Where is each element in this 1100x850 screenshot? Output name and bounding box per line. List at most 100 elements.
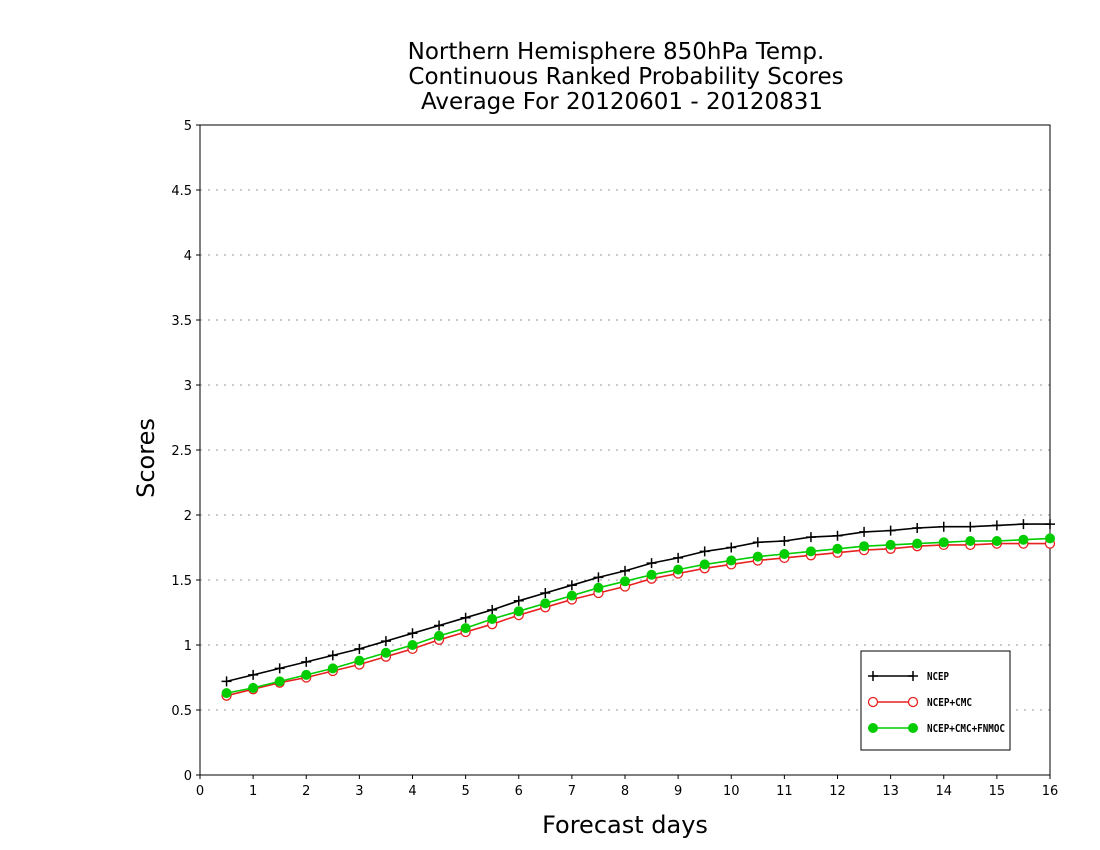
x-tick-label: 6 — [515, 784, 523, 799]
grid-lines — [200, 189, 1050, 711]
title-line-1: Northern Hemisphere 850hPa Temp. — [408, 39, 825, 65]
x-tick-label: 11 — [776, 784, 793, 799]
data-point — [912, 538, 923, 549]
series-ncep — [221, 519, 1055, 687]
data-point — [434, 630, 445, 641]
y-tick-label: 4 — [184, 249, 192, 264]
series-ncep-cmc-fnmoc — [221, 533, 1055, 699]
data-point — [912, 523, 923, 533]
data-point — [354, 655, 365, 666]
data-point — [540, 588, 551, 598]
data-point — [487, 614, 498, 624]
x-tick-label: 3 — [355, 784, 363, 799]
data-point — [593, 572, 604, 583]
data-point — [752, 551, 763, 562]
legend-item: NCEP+CMC — [867, 696, 972, 709]
legend-item: NCEP — [868, 670, 949, 683]
data-point — [380, 636, 391, 647]
data-point — [938, 537, 949, 548]
data-point — [908, 671, 918, 681]
data-point — [540, 598, 551, 609]
x-tick-label: 16 — [1042, 784, 1059, 799]
data-point — [832, 543, 843, 554]
data-point — [752, 537, 763, 548]
y-tick-label: 3 — [184, 379, 192, 394]
series-group — [221, 519, 1056, 701]
data-point — [274, 676, 285, 687]
data-point — [460, 623, 471, 634]
data-point — [1045, 533, 1055, 544]
x-tick-label: 0 — [196, 784, 204, 799]
data-point — [699, 559, 710, 570]
data-point — [779, 549, 790, 559]
data-point — [885, 539, 896, 550]
data-point — [868, 671, 878, 681]
legend: NCEP NCEP+CMC NCEP+CMC+FNMOC — [860, 650, 1011, 751]
data-point — [673, 552, 684, 563]
data-point — [1018, 534, 1029, 545]
title-line-2: Continuous Ranked Probability Scores — [408, 64, 843, 90]
data-point — [646, 569, 657, 580]
data-point — [805, 546, 816, 557]
data-point — [221, 688, 232, 699]
x-tick-label: 7 — [568, 784, 576, 799]
x-tick-label: 9 — [674, 784, 682, 799]
legend-label: NCEP — [927, 670, 949, 683]
data-point — [221, 676, 232, 687]
data-point — [513, 595, 524, 606]
title-line-3: Average For 20120601 - 20120831 — [421, 89, 823, 115]
data-point — [699, 546, 710, 557]
data-point — [779, 536, 790, 546]
data-point — [885, 525, 896, 536]
data-point — [460, 612, 471, 623]
x-tick-label: 8 — [621, 784, 629, 799]
data-point — [673, 564, 684, 575]
x-axis-label: Forecast days — [542, 811, 708, 839]
x-tick-label: 14 — [935, 784, 952, 799]
data-point — [301, 669, 312, 680]
data-point — [726, 555, 737, 566]
y-tick-label: 4.5 — [171, 184, 192, 199]
data-point — [1045, 519, 1055, 530]
legend-box — [860, 650, 1011, 751]
data-point — [907, 696, 919, 708]
data-point — [434, 620, 445, 631]
y-axis-label: Scores — [132, 418, 160, 498]
data-point — [965, 536, 976, 546]
data-point — [327, 663, 338, 674]
y-tick-label: 1 — [184, 639, 192, 654]
data-point — [908, 723, 918, 733]
data-point — [513, 606, 524, 617]
y-tick-label: 0.5 — [171, 704, 192, 719]
data-point — [868, 723, 878, 733]
y-tick-label: 2 — [184, 509, 192, 524]
legend-label: NCEP+CMC — [927, 696, 972, 709]
data-point — [407, 640, 418, 650]
data-point — [566, 580, 577, 591]
x-tick-label: 4 — [408, 784, 416, 799]
data-point — [620, 565, 630, 576]
data-point — [965, 521, 976, 532]
y-tick-label: 2.5 — [171, 444, 192, 459]
axis-ticks: 00.511.522.533.544.550 1 2 3 4 5 6 7 8 9 10 11 12 13 1… — [171, 119, 1058, 799]
legend-item: NCEP+CMC+FNMOC — [868, 722, 1005, 735]
data-point — [859, 526, 870, 537]
x-tick-label: 15 — [989, 784, 1006, 799]
data-point — [248, 682, 259, 693]
data-point — [593, 582, 604, 593]
y-tick-label: 3.5 — [171, 314, 192, 329]
data-point — [301, 656, 312, 667]
data-point — [248, 669, 259, 680]
data-point — [867, 696, 879, 708]
y-tick-label: 1.5 — [171, 574, 192, 589]
data-point — [407, 628, 418, 639]
data-point — [354, 643, 365, 654]
y-tick-label: 5 — [184, 119, 192, 134]
chart-title: Northern Hemisphere 850hPa Temp. Continu… — [408, 39, 844, 115]
y-tick-label: 0 — [184, 769, 192, 784]
x-tick-label: 1 — [249, 784, 257, 799]
data-point — [620, 576, 630, 587]
data-point — [566, 590, 577, 601]
data-point — [938, 521, 949, 532]
